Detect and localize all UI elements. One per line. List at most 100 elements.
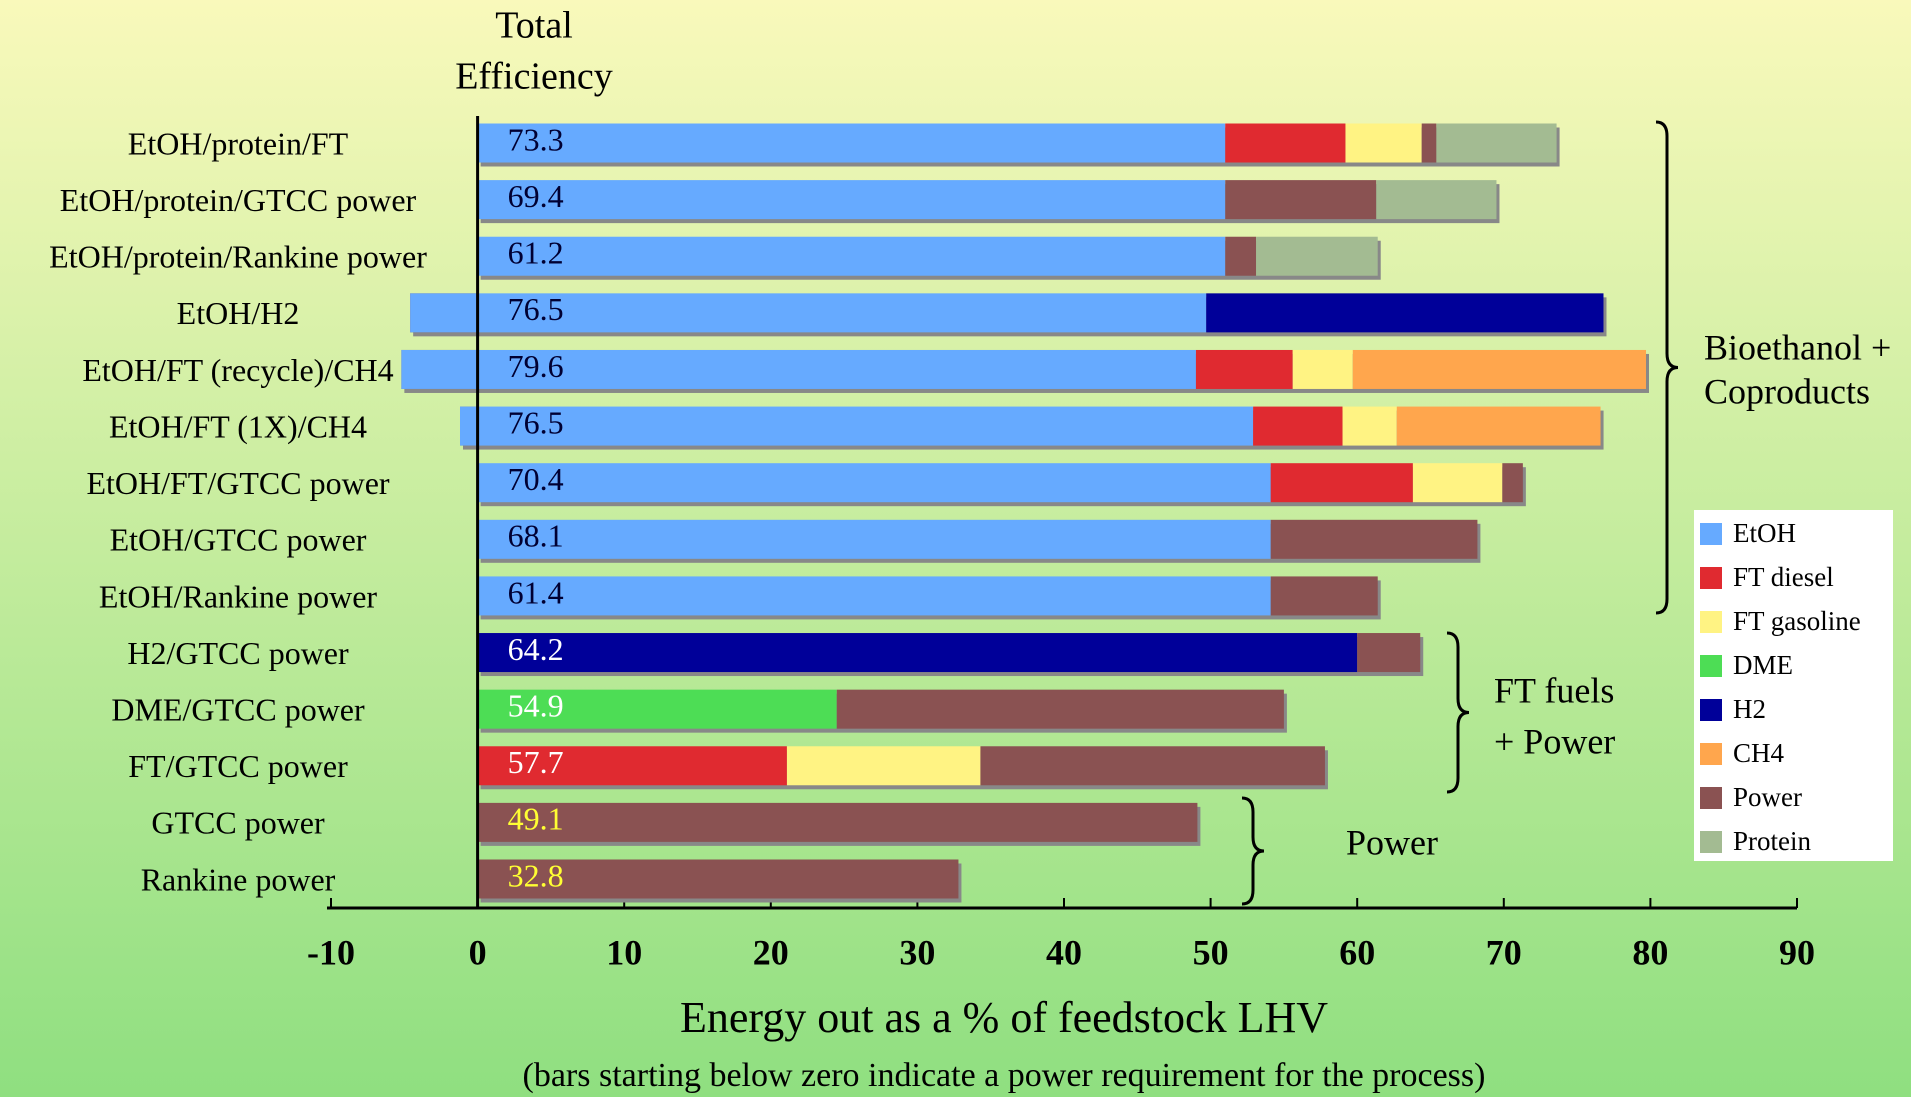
total-label: 70.4 xyxy=(508,461,564,497)
category-label: EtOH/GTCC power xyxy=(110,522,367,558)
bar-segment xyxy=(1345,123,1422,163)
legend-swatch xyxy=(1700,567,1722,589)
bar-segment xyxy=(1225,123,1346,163)
chart-title: Efficiency xyxy=(455,56,613,98)
bar-segment xyxy=(1376,180,1497,220)
total-label: 54.9 xyxy=(508,687,564,723)
total-label: 73.3 xyxy=(508,121,564,157)
chart-title: Total xyxy=(495,5,573,47)
total-label: 69.4 xyxy=(508,178,564,214)
bar-segment xyxy=(1421,123,1437,163)
bar-segment xyxy=(1436,123,1557,163)
group-label: FT fuels xyxy=(1494,670,1614,710)
legend-swatch xyxy=(1700,523,1722,545)
x-tick-label: 10 xyxy=(606,932,642,972)
category-label: Rankine power xyxy=(141,861,336,897)
bar-segment xyxy=(1412,463,1503,503)
category-label: EtOH/Rankine power xyxy=(99,578,378,614)
legend-label: Protein xyxy=(1733,826,1811,856)
bar-segment xyxy=(836,689,1284,729)
bar-segment xyxy=(477,689,837,729)
category-label: EtOH/protein/GTCC power xyxy=(60,182,417,218)
bar-segment xyxy=(980,746,1325,786)
bar-segment xyxy=(401,349,1196,389)
total-label: 49.1 xyxy=(508,801,564,837)
bar-segment xyxy=(477,123,1226,163)
total-label: 61.2 xyxy=(508,235,564,271)
bar-segment xyxy=(1292,349,1353,389)
category-label: EtOH/protein/FT xyxy=(128,125,349,161)
x-tick-label: -10 xyxy=(307,932,355,972)
legend-label: FT gasoline xyxy=(1733,606,1861,636)
category-label: H2/GTCC power xyxy=(127,635,349,671)
bar-segment xyxy=(1357,633,1421,673)
bar-segment xyxy=(1225,180,1377,220)
legend-box xyxy=(1694,510,1893,861)
legend-label: Power xyxy=(1733,782,1802,812)
total-label: 68.1 xyxy=(508,518,564,554)
x-tick-label: 60 xyxy=(1339,932,1375,972)
legend-swatch xyxy=(1700,787,1722,809)
bar-segment xyxy=(477,633,1358,673)
x-tick-label: 90 xyxy=(1779,932,1815,972)
category-label: EtOH/protein/Rankine power xyxy=(49,239,427,275)
legend-label: H2 xyxy=(1733,694,1766,724)
group-brace xyxy=(1241,796,1265,906)
category-label: EtOH/FT (recycle)/CH4 xyxy=(82,352,393,388)
total-label: 76.5 xyxy=(508,291,564,327)
legend-label: DME xyxy=(1733,650,1793,680)
total-label: 61.4 xyxy=(508,574,564,610)
bar-segment xyxy=(1195,349,1293,389)
legend-swatch xyxy=(1700,699,1722,721)
total-label: 64.2 xyxy=(508,631,564,667)
bar-segment xyxy=(786,746,981,786)
group-label: Power xyxy=(1346,822,1438,862)
bar-segment xyxy=(460,406,1254,446)
category-label: FT/GTCC power xyxy=(128,748,348,784)
legend-swatch xyxy=(1700,743,1722,765)
bar-segment xyxy=(1270,519,1478,559)
legend-swatch xyxy=(1700,655,1722,677)
bar-segment xyxy=(477,519,1271,559)
group-brace xyxy=(1655,120,1679,615)
total-label: 79.6 xyxy=(508,348,564,384)
x-axis-sublabel: (bars starting below zero indicate a pow… xyxy=(523,1057,1486,1094)
bar-segment xyxy=(1396,406,1601,446)
category-label: EtOH/H2 xyxy=(177,295,300,331)
total-label: 76.5 xyxy=(508,404,564,440)
group-brace xyxy=(1446,631,1470,794)
x-tick-label: 20 xyxy=(753,932,789,972)
category-label: EtOH/FT (1X)/CH4 xyxy=(109,408,367,444)
bar-segment xyxy=(477,180,1226,220)
x-tick-label: 0 xyxy=(469,932,487,972)
bar-segment xyxy=(477,576,1271,616)
bar-segment xyxy=(1253,406,1343,446)
bar-segment xyxy=(1206,293,1604,333)
legend-swatch xyxy=(1700,611,1722,633)
category-label: GTCC power xyxy=(151,805,325,841)
legend-swatch xyxy=(1700,831,1722,853)
total-label: 32.8 xyxy=(508,857,564,893)
x-tick-label: 50 xyxy=(1193,932,1229,972)
bar-segment xyxy=(410,293,1207,333)
bar-segment xyxy=(477,236,1226,276)
group-label: Bioethanol + xyxy=(1704,327,1891,367)
x-tick-label: 30 xyxy=(899,932,935,972)
x-tick-label: 70 xyxy=(1486,932,1522,972)
group-label: + Power xyxy=(1494,721,1615,761)
total-label: 57.7 xyxy=(508,744,564,780)
legend-label: FT diesel xyxy=(1733,562,1834,592)
category-label: DME/GTCC power xyxy=(111,691,365,727)
bar-segment xyxy=(1256,236,1378,276)
legend-label: EtOH xyxy=(1733,518,1796,548)
x-tick-label: 40 xyxy=(1046,932,1082,972)
bar-segment xyxy=(1270,576,1378,616)
bar-segment xyxy=(1342,406,1397,446)
bar-segment xyxy=(477,463,1271,503)
bar-segment xyxy=(1270,463,1413,503)
bar-segment xyxy=(1502,463,1523,503)
bar-segment xyxy=(1352,349,1647,389)
legend-label: CH4 xyxy=(1733,738,1785,768)
